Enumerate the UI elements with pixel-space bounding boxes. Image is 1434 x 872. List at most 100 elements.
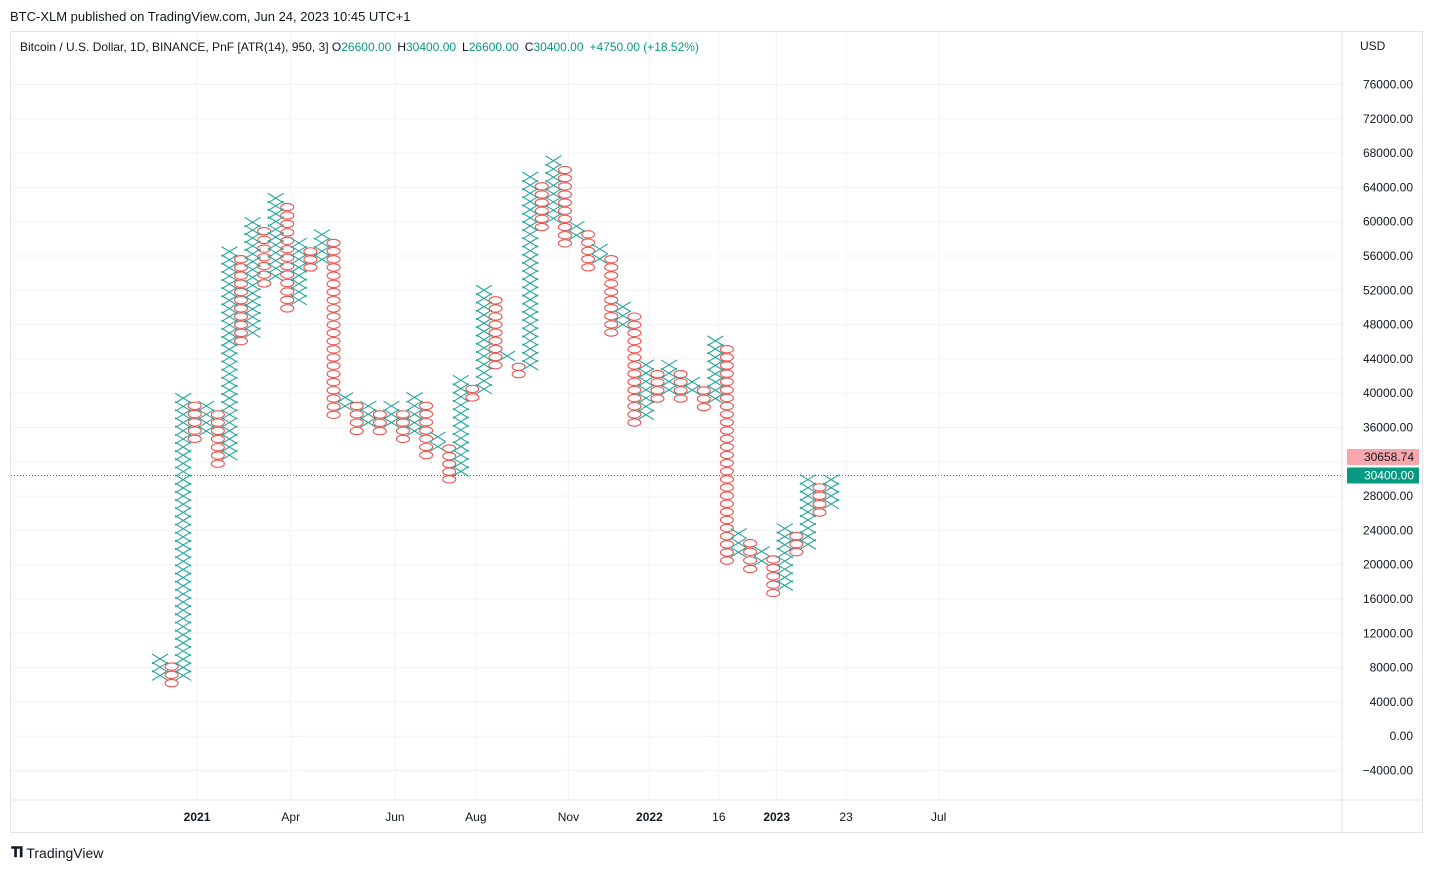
x-box — [521, 253, 539, 265]
y-tick-label: 0.00 — [1390, 729, 1414, 743]
o-box — [557, 165, 573, 175]
x-box — [521, 179, 539, 191]
o-box — [488, 344, 503, 354]
x-box — [521, 302, 539, 314]
o-box — [326, 328, 341, 338]
x-box — [174, 449, 192, 461]
o-box — [257, 226, 272, 236]
x-box — [545, 155, 562, 167]
x-box — [545, 204, 562, 216]
o-box — [719, 515, 734, 525]
x-box — [221, 392, 238, 404]
x-box — [244, 216, 261, 228]
o-box — [395, 418, 411, 427]
x-box — [521, 359, 539, 371]
x-box — [637, 376, 655, 387]
o-box — [766, 572, 781, 581]
x-box — [498, 350, 516, 362]
x-box — [359, 408, 377, 420]
x-box — [475, 358, 493, 370]
x-box — [174, 580, 192, 592]
o-box — [719, 393, 734, 403]
x-box — [174, 523, 192, 535]
x-box — [683, 376, 701, 388]
y-tick-label: 8000.00 — [1370, 661, 1414, 675]
x-box — [151, 653, 169, 665]
o-box — [210, 418, 225, 427]
x-box — [521, 310, 539, 322]
chart-legend: Bitcoin / U.S. Dollar, 1D, BINANCE, PnF … — [20, 40, 699, 54]
x-box — [637, 401, 655, 412]
o-column-12 — [280, 202, 295, 313]
x-column-15 — [313, 229, 331, 265]
o-box — [419, 401, 434, 411]
o-box — [604, 271, 619, 280]
o-column-36 — [557, 165, 573, 248]
o-box — [257, 279, 272, 288]
x-box — [174, 670, 192, 681]
x-box — [637, 409, 655, 421]
x-column-41 — [614, 301, 632, 330]
o-box — [627, 369, 642, 378]
y-tick-label: 72000.00 — [1363, 112, 1413, 126]
legend-close-value: 30400.00 — [533, 40, 584, 54]
x-box — [475, 383, 493, 395]
tradingview-logo[interactable]: 𝐓𝐈 TradingView — [11, 844, 103, 861]
o-box — [488, 352, 503, 362]
x-box — [545, 171, 562, 183]
o-box — [604, 254, 619, 264]
o-box — [210, 410, 225, 419]
x-box — [244, 224, 261, 236]
x-box — [452, 449, 470, 461]
o-box — [488, 312, 503, 321]
o-box — [326, 246, 341, 256]
x-box — [244, 319, 261, 331]
o-box — [280, 211, 295, 220]
o-box — [257, 235, 272, 245]
o-box — [442, 444, 457, 453]
o-box — [303, 263, 318, 272]
o-box — [650, 369, 665, 379]
o-box — [280, 270, 295, 279]
o-box — [534, 206, 549, 215]
o-box — [280, 287, 295, 296]
o-column-32 — [511, 362, 526, 379]
x-box — [313, 229, 331, 240]
x-box — [776, 539, 794, 551]
x-box — [290, 253, 308, 265]
x-box — [197, 417, 215, 429]
x-box — [336, 400, 354, 412]
o-box — [233, 320, 249, 329]
o-box — [812, 508, 827, 517]
x-box — [221, 303, 238, 314]
y-tick-label: 76000.00 — [1363, 78, 1413, 92]
o-box — [326, 394, 341, 403]
x-box — [591, 253, 608, 265]
o-box — [719, 458, 734, 468]
o-box — [280, 219, 295, 229]
x-box — [683, 384, 701, 396]
o-column-34 — [534, 182, 549, 232]
o-box — [280, 304, 295, 313]
o-box — [442, 467, 457, 476]
o-box — [627, 345, 642, 354]
x-box — [174, 613, 192, 624]
x-box — [290, 270, 308, 281]
x-box — [221, 311, 238, 323]
currency-label[interactable]: USD — [1360, 39, 1386, 53]
o-box — [488, 296, 503, 305]
o-column-4 — [187, 401, 202, 444]
o-box — [604, 287, 619, 297]
x-column-49 — [707, 335, 724, 404]
x-box — [799, 522, 817, 534]
o-box — [534, 222, 549, 232]
x-column-47 — [683, 376, 701, 396]
x-box — [730, 546, 747, 558]
o-box — [719, 556, 734, 565]
o-box — [719, 523, 734, 533]
o-box — [604, 295, 619, 305]
o-box — [812, 491, 827, 500]
x-box — [776, 555, 794, 567]
o-column-42 — [627, 312, 642, 427]
